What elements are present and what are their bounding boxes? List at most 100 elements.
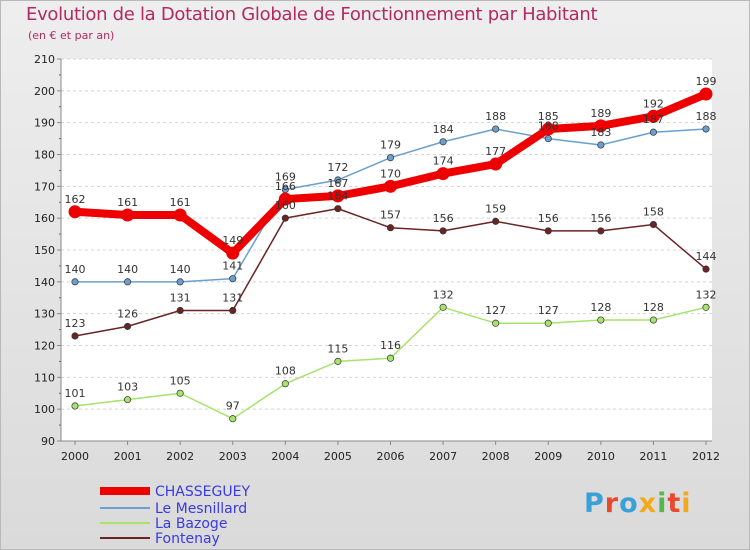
data-point (544, 135, 552, 143)
data-label: 188 (696, 110, 717, 123)
data-point (173, 208, 187, 222)
data-label: 140 (117, 263, 138, 276)
data-label: 103 (117, 381, 138, 394)
data-point (544, 319, 552, 327)
data-point (646, 109, 660, 123)
data-label: 162 (65, 193, 86, 206)
data-point (281, 380, 289, 388)
legend-label-1: Le Mesnillard (155, 501, 247, 517)
x-tick-label-2011: 2011 (639, 450, 667, 463)
data-label: 141 (222, 260, 243, 273)
data-point (649, 220, 657, 229)
y-tick-label-100: 100 (34, 403, 55, 416)
data-label: 189 (590, 107, 611, 120)
data-point (124, 322, 132, 330)
data-point (439, 303, 447, 311)
x-tick-label-2007: 2007 (429, 450, 457, 463)
chart-title: Evolution de la Dotation Globale de Fonc… (26, 4, 598, 25)
logo-letter: x (638, 488, 658, 519)
data-label: 105 (170, 374, 191, 387)
data-point (544, 227, 552, 235)
data-label: 123 (65, 317, 86, 330)
x-tick-label-2002: 2002 (166, 450, 194, 463)
x-axis-ticks: 2000 2001 2002 2003 2004 2005 2006 2007 2008 2009… (61, 450, 720, 463)
data-point (176, 389, 184, 397)
data-label: 161 (170, 196, 191, 209)
data-point (334, 357, 342, 365)
data-label: 179 (380, 139, 401, 152)
data-label: 158 (643, 206, 664, 219)
data-label: 192 (643, 97, 664, 110)
data-label: 101 (65, 387, 86, 400)
x-tick-label-2000: 2000 (61, 450, 89, 463)
data-label: 183 (590, 126, 611, 139)
data-label: 172 (327, 161, 348, 174)
x-tick-label-2005: 2005 (324, 450, 352, 463)
data-point (492, 125, 500, 133)
data-point (492, 319, 500, 327)
data-label: 131 (170, 291, 191, 304)
y-tick-label-180: 180 (34, 149, 55, 162)
data-point (71, 402, 79, 410)
data-point (597, 316, 605, 324)
legend-label-3: Fontenay (155, 531, 220, 547)
data-label: 149 (222, 234, 243, 247)
x-tick-label-2009: 2009 (534, 450, 562, 463)
data-point (489, 157, 503, 171)
chart-subtitle: (en € et par an) (28, 29, 115, 42)
data-point (176, 306, 184, 315)
data-point (331, 189, 345, 203)
y-tick-label-190: 190 (34, 117, 55, 130)
y-axis-ticks: 90 100 110 120 130 140 150 160 170 180 190 200 210 (34, 53, 55, 448)
data-point (124, 278, 132, 286)
data-label: 170 (380, 167, 401, 180)
data-point (649, 128, 657, 136)
data-point (71, 332, 79, 340)
data-label: 128 (643, 301, 664, 314)
data-label: 169 (275, 171, 296, 184)
data-label: 199 (696, 75, 717, 88)
data-point (334, 205, 342, 213)
data-label: 159 (485, 202, 506, 215)
data-point (436, 167, 450, 181)
data-point (386, 354, 395, 362)
x-tick-label-2001: 2001 (114, 450, 142, 463)
data-label: 144 (696, 250, 717, 263)
x-tick-label-2008: 2008 (482, 450, 510, 463)
logo-letter: t (667, 488, 682, 519)
data-label: 184 (433, 123, 454, 136)
data-label: 140 (170, 263, 191, 276)
data-label: 156 (590, 212, 611, 225)
data-label: 157 (380, 209, 401, 222)
data-point (121, 208, 135, 222)
data-label: 188 (538, 120, 559, 133)
data-point (439, 138, 447, 146)
data-point (597, 227, 605, 235)
data-point (226, 246, 240, 260)
logo-letter: r (604, 488, 620, 519)
y-tick-label-150: 150 (34, 244, 55, 257)
logo-letter: o (619, 488, 639, 519)
data-point (334, 176, 342, 184)
data-label: 156 (538, 212, 559, 225)
series-lines (68, 87, 713, 423)
y-tick-label-210: 210 (34, 53, 55, 66)
data-label: 187 (643, 113, 664, 126)
data-label: 115 (327, 342, 348, 355)
data-label: 140 (65, 263, 86, 276)
y-tick-label-160: 160 (34, 212, 55, 225)
data-label: 116 (380, 339, 401, 352)
y-tick-label-110: 110 (34, 371, 55, 384)
x-tick-label-2003: 2003 (219, 450, 247, 463)
proxiti-logo: Proxiti (584, 488, 692, 519)
logo-letter: i (681, 488, 692, 519)
data-label: 166 (275, 180, 296, 193)
x-tick-label-2012: 2012 (692, 450, 720, 463)
data-label: 156 (433, 212, 454, 225)
data-label: 108 (275, 365, 296, 378)
data-point (229, 275, 237, 283)
data-label: 185 (538, 110, 559, 123)
data-label: 97 (226, 400, 240, 413)
